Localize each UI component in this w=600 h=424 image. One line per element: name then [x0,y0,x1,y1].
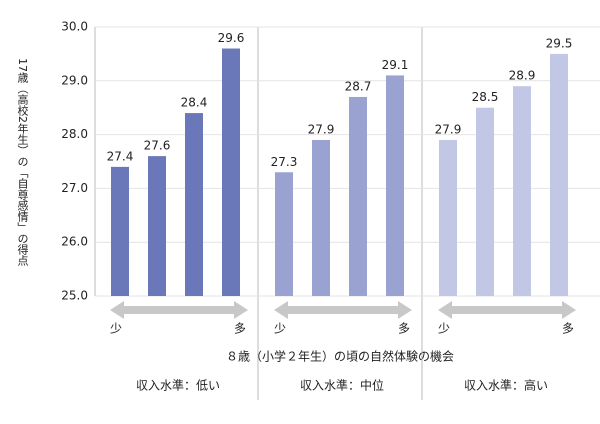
arrow-label: 少 [110,322,122,336]
bar [275,172,293,296]
value-label: 27.6 [144,139,171,153]
value-label: 28.9 [509,69,536,83]
bar [386,75,404,296]
group-label: 収入水準：高い [464,378,548,393]
y-tick-label: 27.0 [61,181,88,195]
y-tick-label: 28.0 [61,127,88,141]
value-label: 27.3 [271,155,298,169]
value-label: 28.4 [181,96,208,110]
bar [222,48,240,296]
y-tick-label: 26.0 [61,235,88,249]
bar [439,139,457,296]
double-arrow [274,301,412,319]
bar [349,96,367,296]
arrow-label: 多 [234,322,246,336]
value-label: 29.5 [546,36,573,50]
value-label: 29.6 [218,31,245,45]
bar [185,113,203,296]
value-label: 27.9 [308,122,335,136]
arrow-label: 少 [274,322,286,336]
value-label: 27.4 [107,149,134,163]
arrow-label: 多 [562,322,574,336]
y-tick-label: 30.0 [61,20,88,34]
arrow-label: 少 [438,322,450,336]
double-arrow [110,301,248,319]
group-label: 収入水準：中位 [300,378,384,393]
double-arrow [438,301,576,319]
bar [550,53,568,297]
y-axis-label: 17歳（高校2年生）の「自尊感情」の得点 [16,58,29,267]
bar [312,139,330,296]
arrow-label: 多 [398,322,410,336]
bar [513,86,531,297]
x-axis-label: ８歳（小学２年生）の頃の自然体験の機会 [226,349,454,364]
bar [148,156,166,296]
bar [111,166,129,296]
group-label: 収入水準：低い [136,378,220,393]
value-label: 27.9 [435,122,462,136]
y-tick-label: 25.0 [61,289,88,303]
value-label: 28.5 [472,90,499,104]
y-tick-label: 29.0 [61,73,88,87]
value-label: 28.7 [345,79,372,93]
value-label: 29.1 [382,58,409,72]
bar [476,107,494,296]
